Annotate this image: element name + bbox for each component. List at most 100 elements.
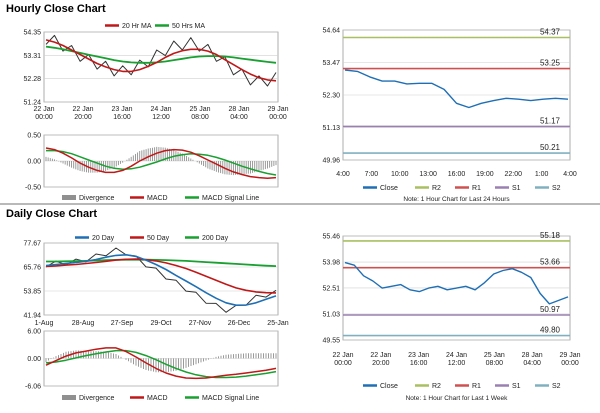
daily-pivot-legend-r1-label: R1 [472, 383, 481, 390]
daily-price-y-tick-label: 77.67 [23, 241, 41, 248]
hourly-price-y-tick-label: 54.35 [23, 30, 41, 37]
daily-price-x-tick-label: 1-Aug [35, 320, 54, 327]
hourly-pivot-legend-r1-label: R1 [472, 185, 481, 192]
daily-price-x-tick-label: 25-Jan [267, 320, 289, 327]
daily-price-y-tick-label: 53.85 [23, 289, 41, 296]
hourly-macd-y-tick-label: 0.00 [27, 159, 41, 166]
hourly-pivot-close-line [344, 69, 569, 109]
daily-pivot-x-tick-label: 22 Jan 00:00 [332, 352, 353, 367]
daily-price-x-tick-label: 29-Oct [150, 320, 171, 327]
hourly-macd-y-tick-label: 0.50 [27, 133, 41, 140]
hourly-price-x-tick-label: 22 Jan 20:00 [72, 106, 93, 121]
hourly-pivot-x-tick-label: 13:00 [419, 171, 437, 178]
daily-pivot-level-label: 53.66 [540, 258, 561, 267]
daily-pivot-level-label: 50.97 [540, 305, 561, 314]
hourly-pivot-y-tick-label: 52.30 [322, 93, 340, 100]
hourly-pivot-level-label: 50.21 [540, 143, 561, 152]
daily-50ma-line [45, 258, 277, 294]
daily-pivot-legend-r2-label: R2 [432, 383, 441, 390]
hourly-pivot-x-tick-label: 10:00 [391, 171, 409, 178]
hourly-price-frame [43, 31, 279, 103]
daily-macd-signal-line [45, 349, 277, 379]
hourly-pivot-note: Note: 1 Hour Chart for Last 24 Hours [403, 196, 510, 203]
hourly-price-x-tick-label: 23 Jan 16:00 [111, 106, 132, 121]
daily-pivot-x-tick-label: 24 Jan 12:00 [446, 352, 467, 367]
hourly-price-x-tick-label: 22 Jan 00:00 [33, 106, 54, 121]
legend-hourly-divergence-swatch [62, 195, 76, 200]
daily-macd-y-tick-label: 0.00 [27, 356, 41, 363]
legend-200-day-label: 200 Day [202, 235, 229, 242]
hourly-pivot-legend-s1-label: S1 [512, 185, 521, 192]
daily-pivot-y-tick-label: 51.03 [322, 311, 340, 318]
legend-20hr-ma-label: 20 Hr MA [122, 23, 152, 30]
hourly-pivot-x-tick-label: 1:00 [535, 171, 549, 178]
daily-section-title: Daily Close Chart [6, 208, 98, 220]
daily-price-bars [45, 247, 277, 313]
hourly-price-bars [45, 34, 277, 87]
hourly-20ma-line [45, 39, 277, 82]
hourly-macd-signal-line [46, 149, 277, 176]
daily-price-x-tick-label: 27-Nov [189, 320, 212, 327]
legend-daily-divergence-swatch [62, 395, 76, 400]
hourly-pivot-legend-s2-label: S2 [552, 185, 561, 192]
hourly-pivot-legend-close-label: Close [380, 185, 398, 192]
daily-pivot-legend-s1-label: S1 [512, 383, 521, 390]
daily-price-x-tick-label: 26-Dec [228, 320, 251, 327]
daily-price-frame [43, 242, 279, 316]
legend-daily-macd-label: MACD [147, 395, 168, 402]
daily-price-x-tick-label: 28-Aug [72, 320, 95, 327]
hourly-pivot-legend-r2-label: R2 [432, 185, 441, 192]
daily-macd-line [45, 347, 277, 380]
daily-pivot-x-tick-label: 28 Jan 04:00 [522, 352, 543, 367]
daily-pivot-x-tick-label: 25 Jan 08:00 [484, 352, 505, 367]
legend-daily-macd-signal-label: MACD Signal Line [202, 395, 259, 402]
hourly-price-x-tick-label: 25 Jan 08:00 [189, 106, 210, 121]
daily-pivot-y-tick-label: 52.51 [322, 285, 340, 292]
daily-pivot-y-tick-label: 55.46 [322, 234, 340, 241]
hourly-pivot-level-label: 51.17 [540, 116, 561, 125]
hourly-price-x-tick-label: 28 Jan 04:00 [228, 106, 249, 121]
hourly-price-x-tick-label: 24 Jan 12:00 [150, 106, 171, 121]
daily-pivot-y-tick-label: 49.55 [322, 338, 340, 345]
hourly-price-y-tick-label: 53.31 [23, 53, 41, 60]
daily-pivot-x-tick-label: 22 Jan 20:00 [370, 352, 391, 367]
hourly-pivot-y-tick-label: 51.13 [322, 125, 340, 132]
daily-pivot-x-tick-label: 29 Jan 00:00 [559, 352, 580, 367]
daily-200ma-line [46, 258, 277, 267]
hourly-pivot-y-tick-label: 54.64 [322, 28, 340, 35]
legend-hourly-macd-signal-label: MACD Signal Line [202, 195, 259, 202]
legend-daily-divergence-label: Divergence [79, 395, 115, 402]
hourly-pivot-level-label: 53.25 [540, 59, 561, 68]
legend-hourly-macd-label: MACD [147, 195, 168, 202]
legend-50-day-label: 50 Day [147, 235, 170, 242]
daily-pivot-close-line [344, 261, 569, 305]
daily-pivot-y-tick-label: 53.98 [322, 260, 340, 267]
hourly-pivot-level-label: 54.37 [540, 28, 561, 37]
daily-pivot-level-label: 49.80 [540, 326, 561, 335]
hourly-section-title: Hourly Close Chart [6, 3, 106, 15]
daily-pivot-x-tick-label: 23 Jan 16:00 [408, 352, 429, 367]
hourly-pivot-x-tick-label: 4:00 [563, 171, 577, 178]
daily-pivot-level-label: 55.18 [540, 231, 561, 240]
hourly-price-y-tick-label: 52.28 [23, 76, 41, 83]
hourly-pivot-y-tick-label: 49.96 [322, 158, 340, 165]
hourly-pivot-x-tick-label: 22:00 [504, 171, 522, 178]
daily-pivot-legend-close-label: Close [380, 383, 398, 390]
daily-price-y-tick-label: 41.94 [23, 313, 41, 320]
hourly-pivot-x-tick-label: 7:00 [365, 171, 379, 178]
daily-20ma-line [45, 254, 277, 307]
daily-pivot-note: Note: 1 Hour Chart for Last 1 Week [406, 395, 509, 402]
legend-50hr-ma-label: 50 Hrs MA [172, 23, 205, 30]
daily-macd-y-tick-label: 6.00 [27, 329, 41, 336]
daily-macd-y-tick-label: -6.06 [25, 384, 41, 391]
hourly-price-y-tick-label: 51.24 [23, 100, 41, 107]
section-divider [0, 203, 600, 205]
daily-price-y-tick-label: 65.76 [23, 265, 41, 272]
hourly-pivot-y-tick-label: 53.47 [322, 60, 340, 67]
hourly-price-x-tick-label: 29 Jan 00:00 [267, 106, 288, 121]
hourly-macd-line [45, 147, 277, 179]
legend-hourly-divergence-label: Divergence [79, 195, 115, 202]
hourly-50ma-line [45, 45, 277, 64]
hourly-pivot-x-tick-label: 19:00 [476, 171, 494, 178]
